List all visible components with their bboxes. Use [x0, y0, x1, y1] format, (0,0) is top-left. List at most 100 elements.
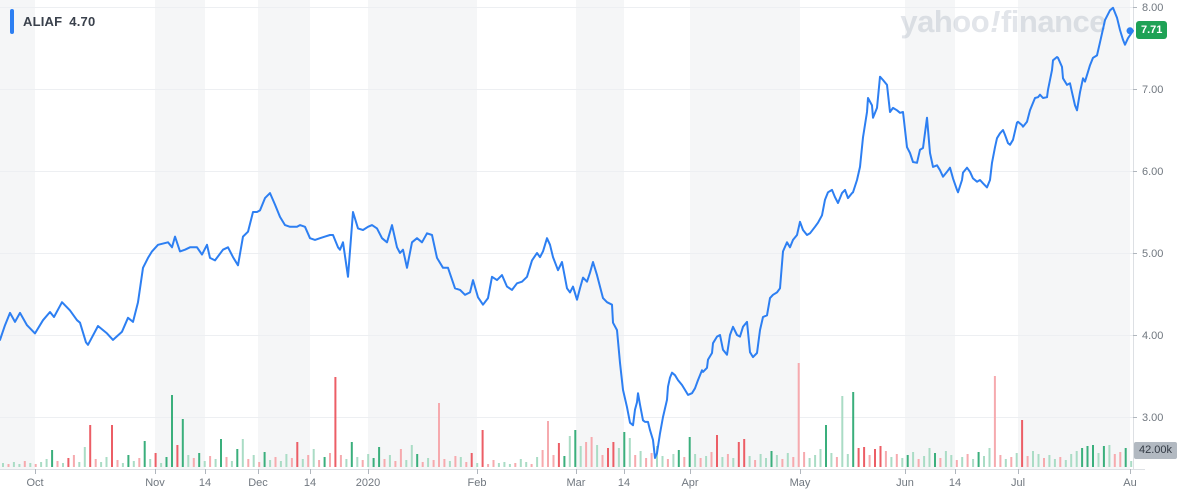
- volume-bar: [236, 449, 239, 467]
- volume-bar: [547, 421, 549, 467]
- volume-bar: [12, 462, 15, 467]
- volume-bar: [18, 464, 21, 467]
- volume-bar: [716, 435, 718, 467]
- volume-bar: [590, 437, 593, 467]
- volume-bar: [743, 439, 746, 467]
- volume-bar: [983, 456, 985, 467]
- volume-bar: [563, 456, 566, 467]
- volume-bar: [138, 458, 141, 467]
- volume-bar: [279, 461, 282, 467]
- volume-bar: [775, 455, 778, 467]
- volume-bar: [792, 457, 795, 467]
- volume-bar: [825, 425, 827, 467]
- volume-bar: [274, 457, 277, 467]
- volume-bar: [89, 425, 92, 467]
- volume-bar: [503, 462, 506, 467]
- volume-bar: [656, 446, 658, 467]
- volume-bar: [121, 463, 124, 467]
- volume-bar: [361, 460, 364, 467]
- volume-bar: [454, 456, 457, 467]
- volume-bar: [672, 454, 675, 467]
- volume-bar: [394, 461, 397, 467]
- volume-bar: [1053, 459, 1056, 467]
- volume-bar: [906, 455, 909, 467]
- volume-badge: 42.00k: [1134, 442, 1178, 459]
- volume-bar: [677, 450, 680, 467]
- volume-bar: [835, 457, 838, 467]
- volume-bar: [181, 419, 184, 467]
- x-tick-label: Feb: [468, 477, 487, 489]
- volume-bar: [62, 463, 64, 467]
- x-tick-label: Oct: [26, 477, 43, 489]
- volume-bar: [525, 462, 528, 467]
- volume-bar: [972, 459, 975, 467]
- yahoo-finance-watermark: yahoo!finance: [900, 4, 1106, 40]
- volume-bar: [165, 457, 168, 467]
- volume-bar: [1113, 454, 1116, 467]
- volume-bar: [895, 454, 898, 467]
- volume-bar: [132, 461, 135, 467]
- volume-bar: [405, 460, 408, 467]
- watermark-exclamation: !: [990, 4, 1000, 39]
- volume-bar: [519, 459, 522, 467]
- volume-bar: [645, 458, 648, 467]
- volume-bar: [846, 454, 849, 467]
- volume-bar: [955, 460, 958, 467]
- volume-bar: [737, 442, 740, 467]
- volume-bar: [29, 463, 32, 467]
- volume-bar: [143, 441, 146, 467]
- x-tick-label: Jun: [896, 477, 914, 489]
- volume-bar: [1086, 446, 1089, 467]
- month-band: [368, 0, 477, 469]
- y-tick-label: 7.00: [1142, 84, 1163, 96]
- volume-bar: [1037, 454, 1040, 467]
- volume-bar: [574, 430, 577, 467]
- volume-bar: [683, 457, 686, 467]
- volume-bar: [530, 464, 533, 467]
- volume-bar: [160, 463, 163, 467]
- volume-bar: [1075, 451, 1078, 467]
- volume-bar: [448, 461, 451, 467]
- volume-bar: [378, 447, 381, 467]
- volume-bar: [617, 448, 620, 467]
- volume-bar: [470, 453, 473, 467]
- volume-bar: [748, 456, 751, 467]
- volume-bar: [999, 455, 1002, 467]
- last-price-dot: [1126, 27, 1134, 35]
- volume-bar: [481, 430, 484, 467]
- volume-bar: [307, 455, 310, 467]
- ticker-symbol: ALIAF: [23, 13, 63, 29]
- volume-bar: [1043, 458, 1045, 467]
- volume-bar: [127, 455, 130, 467]
- volume-bar: [868, 455, 871, 467]
- ticker-price: 4.70: [69, 13, 96, 29]
- volume-bar: [786, 453, 789, 467]
- y-tick-label: 3.00: [1142, 412, 1163, 424]
- volume-bar: [1026, 456, 1029, 467]
- volume-bar: [476, 463, 479, 467]
- volume-bar: [100, 462, 103, 467]
- volume-bar: [105, 457, 108, 467]
- volume-bar: [214, 459, 217, 467]
- volume-bar: [694, 454, 697, 467]
- volume-bar: [459, 457, 462, 467]
- volume-bar: [1102, 446, 1105, 467]
- volume-bar: [296, 442, 299, 467]
- volume-bar: [94, 459, 97, 467]
- volume-bar: [312, 449, 315, 467]
- volume-bar: [367, 454, 370, 467]
- volume-bar: [269, 460, 272, 467]
- volume-bar: [345, 459, 348, 467]
- volume-bar: [209, 456, 212, 467]
- volume-bar: [2, 463, 4, 467]
- volume-bar: [23, 461, 26, 467]
- x-tick-label: Dec: [248, 477, 268, 489]
- volume-bar: [541, 450, 544, 467]
- volume-bar: [552, 455, 555, 467]
- volume-bar: [318, 460, 321, 467]
- price-line: [0, 6, 1134, 459]
- volume-bar: [432, 460, 435, 467]
- volume-bar: [863, 447, 866, 467]
- volume-bar: [934, 453, 936, 467]
